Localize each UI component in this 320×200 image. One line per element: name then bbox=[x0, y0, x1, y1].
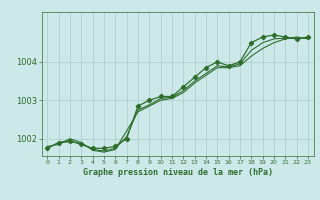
X-axis label: Graphe pression niveau de la mer (hPa): Graphe pression niveau de la mer (hPa) bbox=[83, 168, 273, 177]
